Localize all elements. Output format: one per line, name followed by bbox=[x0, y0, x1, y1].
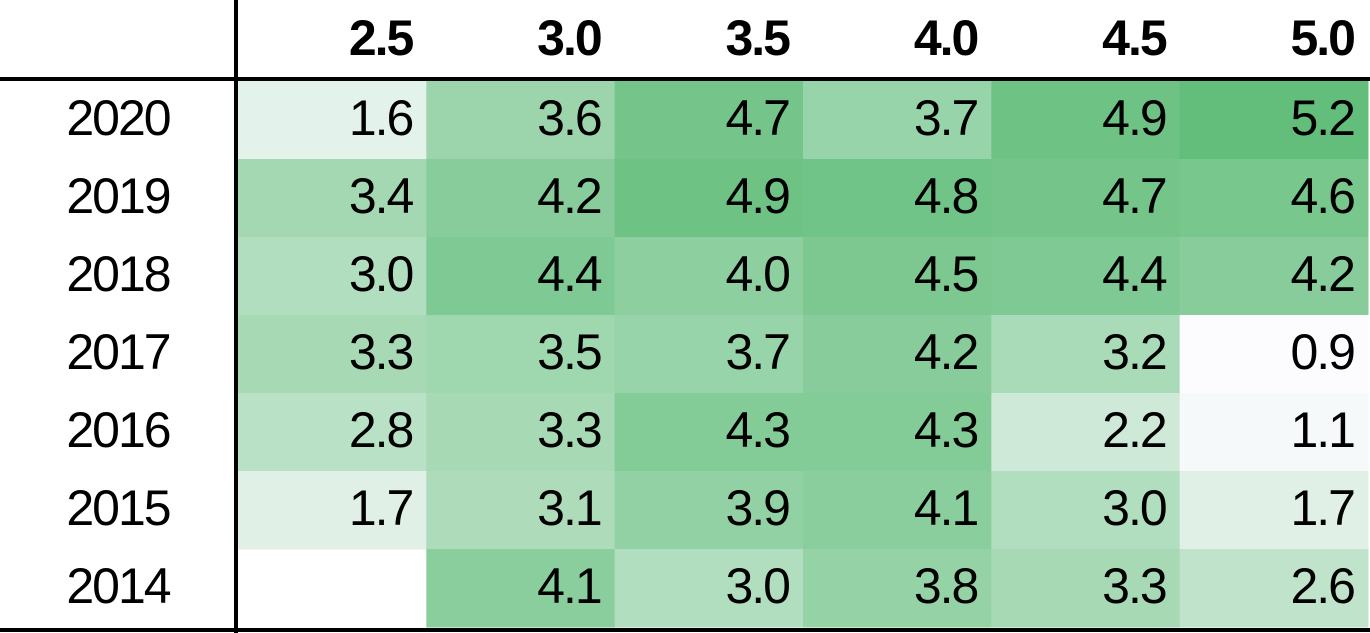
column-header: 3.5 bbox=[725, 10, 790, 66]
column-header: 4.0 bbox=[914, 10, 978, 66]
heat-cell bbox=[614, 159, 804, 238]
heat-cell bbox=[803, 81, 992, 160]
heat-cell bbox=[991, 471, 1181, 550]
heat-cell bbox=[614, 315, 804, 394]
cell-value: 4.2 bbox=[914, 324, 978, 380]
cell-value: 3.0 bbox=[1102, 480, 1166, 536]
heat-cell bbox=[238, 393, 427, 472]
heat-cell bbox=[426, 549, 616, 628]
cell-value: 3.0 bbox=[349, 246, 413, 302]
heat-cell bbox=[1179, 315, 1369, 394]
row-label: 2017 bbox=[66, 324, 169, 380]
heat-cell bbox=[614, 471, 804, 550]
cell-value: 4.4 bbox=[1102, 246, 1167, 302]
cell-value: 5.2 bbox=[1290, 90, 1354, 146]
cell-value: 3.5 bbox=[537, 324, 601, 380]
row-label: 2019 bbox=[66, 168, 169, 224]
row-label: 2020 bbox=[66, 90, 169, 146]
cell-value: 3.4 bbox=[349, 168, 414, 224]
cell-value: 4.7 bbox=[725, 90, 789, 146]
heat-cell bbox=[991, 549, 1181, 628]
cell-value: 4.3 bbox=[914, 402, 978, 458]
heat-cell bbox=[1179, 393, 1369, 472]
cell-value: 1.1 bbox=[1290, 402, 1354, 458]
cell-value: 4.5 bbox=[914, 246, 978, 302]
cell-value: 4.2 bbox=[1290, 246, 1354, 302]
cell-value: 3.7 bbox=[914, 90, 978, 146]
cell-value: 4.8 bbox=[914, 168, 978, 224]
cell-value: 4.0 bbox=[725, 246, 789, 302]
cell-value: 4.7 bbox=[1102, 168, 1166, 224]
heat-cell bbox=[238, 81, 427, 160]
heat-cell bbox=[426, 471, 616, 550]
heat-cell bbox=[426, 237, 616, 316]
heat-cell bbox=[1179, 549, 1369, 628]
row-label: 2016 bbox=[66, 402, 169, 458]
cell-value: 3.3 bbox=[537, 402, 601, 458]
heat-cell bbox=[426, 159, 616, 238]
cell-value: 1.7 bbox=[1290, 480, 1354, 536]
cell-value: 3.1 bbox=[537, 480, 601, 536]
cell-value: 4.3 bbox=[725, 402, 789, 458]
heat-cell bbox=[803, 393, 992, 472]
heat-cell bbox=[614, 81, 804, 160]
heat-cell bbox=[1179, 471, 1369, 550]
heat-cell bbox=[991, 315, 1181, 394]
heat-cell bbox=[991, 159, 1181, 238]
cell-value: 4.2 bbox=[537, 168, 601, 224]
cell-value: 3.7 bbox=[725, 324, 789, 380]
heat-cell bbox=[614, 549, 804, 628]
cell-value: 3.2 bbox=[1102, 324, 1166, 380]
cell-value: 3.3 bbox=[1102, 558, 1166, 614]
column-header: 4.5 bbox=[1102, 10, 1167, 66]
heat-cell bbox=[614, 393, 804, 472]
heat-cell bbox=[803, 315, 992, 394]
cell-value: 4.4 bbox=[537, 246, 602, 302]
heat-cell bbox=[614, 237, 804, 316]
heat-cell bbox=[426, 81, 616, 160]
cell-value: 3.0 bbox=[725, 558, 789, 614]
cell-value: 0.9 bbox=[1290, 324, 1354, 380]
cell-value: 4.9 bbox=[1102, 90, 1166, 146]
heat-cell bbox=[1179, 237, 1369, 316]
cell-value: 4.9 bbox=[725, 168, 789, 224]
cell-value: 1.7 bbox=[349, 480, 413, 536]
heat-cell bbox=[803, 237, 992, 316]
cell-value: 1.6 bbox=[349, 90, 413, 146]
heat-cell bbox=[1179, 159, 1369, 238]
heat-cell bbox=[238, 315, 427, 394]
heat-cell bbox=[991, 237, 1181, 316]
cell-value: 4.6 bbox=[1290, 168, 1354, 224]
cell-value: 3.6 bbox=[537, 90, 601, 146]
heat-cell bbox=[803, 471, 992, 550]
heat-cell bbox=[803, 549, 992, 628]
cell-value: 4.1 bbox=[537, 558, 601, 614]
heat-cell bbox=[1179, 81, 1369, 160]
column-header: 5.0 bbox=[1290, 10, 1354, 66]
heat-cell bbox=[426, 315, 616, 394]
cell-value: 3.9 bbox=[725, 480, 789, 536]
heat-cell bbox=[238, 237, 427, 316]
heat-cell bbox=[991, 81, 1181, 160]
heat-cell bbox=[803, 159, 992, 238]
cell-value: 4.1 bbox=[914, 480, 978, 536]
cell-value: 3.3 bbox=[349, 324, 413, 380]
row-label: 2015 bbox=[66, 480, 169, 536]
heat-cell bbox=[238, 159, 427, 238]
heat-cell bbox=[426, 393, 616, 472]
cell-value: 2.6 bbox=[1290, 558, 1354, 614]
cell-value: 2.8 bbox=[349, 402, 413, 458]
column-header: 3.0 bbox=[537, 10, 601, 66]
cell-value: 2.2 bbox=[1102, 402, 1166, 458]
row-label: 2018 bbox=[66, 246, 169, 302]
heat-cell bbox=[991, 393, 1181, 472]
row-label: 2014 bbox=[66, 558, 170, 614]
column-header: 2.5 bbox=[349, 10, 414, 66]
cell-value: 3.8 bbox=[914, 558, 978, 614]
heat-cell bbox=[238, 471, 427, 550]
